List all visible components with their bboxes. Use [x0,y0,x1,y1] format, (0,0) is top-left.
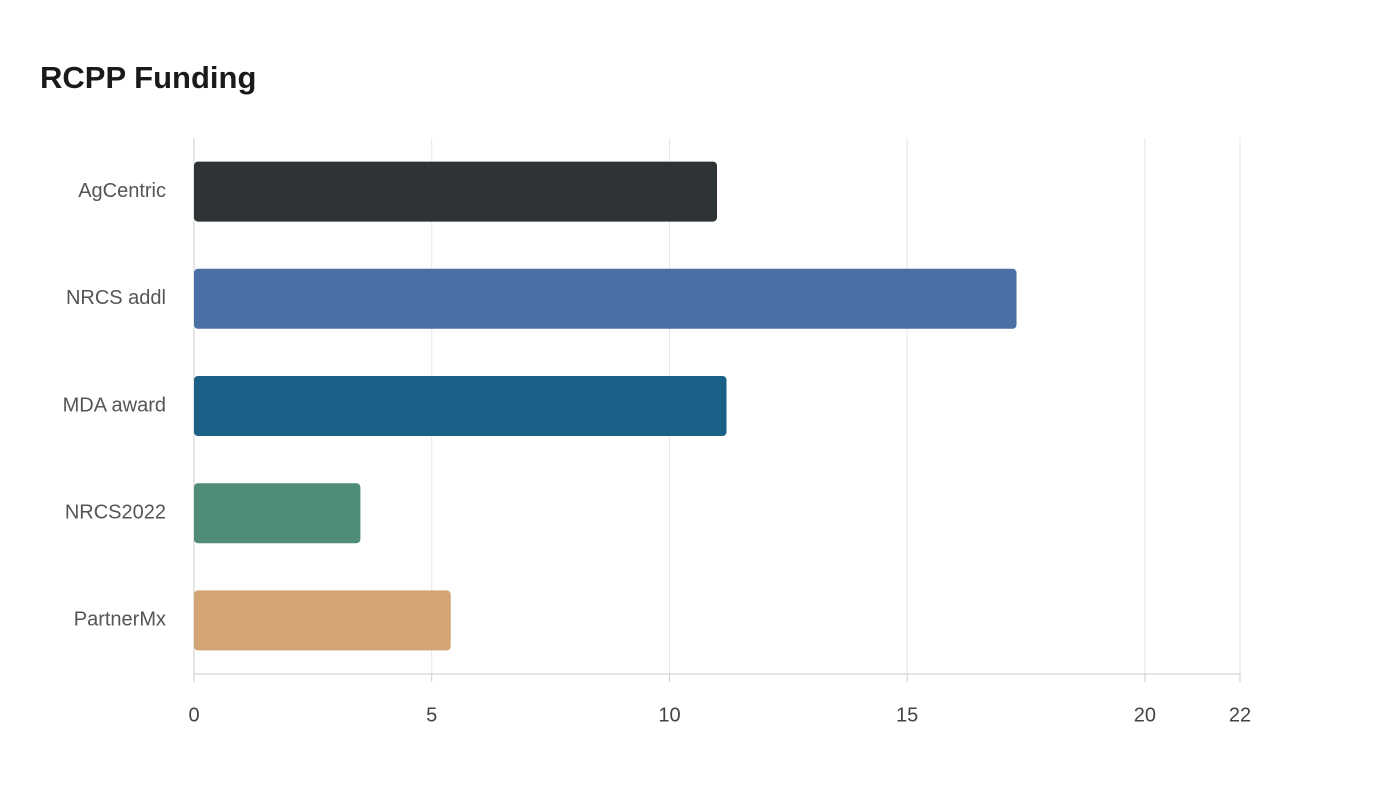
y-tick-label: MDA award [63,394,166,416]
chart-title: RCPP Funding [40,60,256,95]
x-tick-label: 20 [1134,704,1156,726]
y-tick-label: NRCS2022 [65,501,166,523]
bar [194,376,727,436]
bar [194,590,451,651]
x-tick-label: 0 [188,704,199,726]
y-tick-label: NRCS addl [66,287,166,309]
bar [194,268,1017,329]
x-tick-label: 15 [896,704,918,726]
x-tick-label: 5 [426,704,437,726]
x-tick-label: 10 [658,704,680,726]
bar [194,161,717,222]
bar [194,483,361,544]
y-tick-label: AgCentric [78,180,166,202]
y-tick-label: PartnerMx [74,609,166,631]
x-tick-label: 22 [1229,704,1251,726]
